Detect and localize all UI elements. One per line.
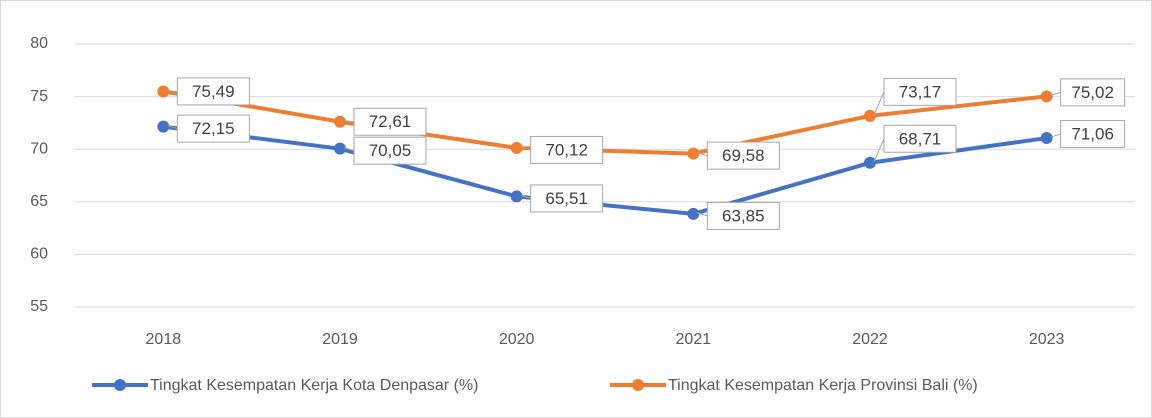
data-label: 72,15: [192, 119, 235, 138]
leader-line: [873, 91, 885, 116]
data-label-box: [883, 124, 957, 153]
leader-line: [520, 194, 531, 199]
leader-line: [343, 120, 355, 123]
data-label: 70,05: [369, 141, 412, 160]
point: [864, 109, 876, 122]
y-tick-label: 60: [30, 246, 48, 263]
leader-line: [167, 125, 178, 130]
point: [864, 156, 876, 169]
data-label: 63,85: [722, 206, 765, 225]
data-label-box: [706, 201, 780, 230]
data-label: 73,17: [899, 82, 942, 101]
x-tick-label: 2019: [322, 331, 358, 348]
leader-line: [873, 138, 885, 162]
y-tick-label: 75: [30, 88, 48, 105]
data-label-box: [530, 135, 604, 164]
data-label: 65,51: [545, 189, 588, 208]
data-label-box: [176, 77, 250, 106]
series-line: [162, 89, 1047, 156]
point: [334, 142, 346, 155]
data-label-box: [883, 77, 957, 106]
data-label-box: [706, 141, 780, 170]
legend-marker: [114, 379, 126, 391]
point: [687, 147, 700, 160]
x-tick-label: 2021: [676, 331, 712, 348]
point: [1040, 132, 1053, 145]
point: [334, 115, 346, 128]
leader-line: [520, 146, 531, 151]
data-label: 70,12: [545, 140, 588, 159]
data-label: 75,02: [1071, 83, 1114, 102]
data-label-box: [1060, 78, 1126, 107]
data-label-box: [1060, 120, 1126, 149]
x-tick-label: 2018: [146, 331, 182, 348]
data-label: 75,49: [192, 82, 235, 101]
x-tick-label: 2022: [852, 331, 888, 348]
data-label-box: [353, 107, 427, 136]
data-label-box: [530, 184, 604, 213]
point: [157, 120, 170, 133]
legend-label: Tingkat Kesempatan Kerja Kota Denpasar (…: [150, 377, 478, 394]
x-tick-label: 2023: [1029, 331, 1065, 348]
series-line: [163, 124, 1047, 216]
leader-line: [1050, 133, 1061, 138]
data-label: 68,71: [899, 129, 942, 148]
leader-line: [167, 89, 178, 92]
point: [687, 207, 700, 220]
y-tick-label: 80: [30, 35, 48, 52]
data-label: 72,61: [369, 112, 412, 131]
y-tick-label: 70: [30, 140, 48, 157]
x-tick-label: 2020: [499, 331, 535, 348]
legend-marker: [632, 379, 644, 391]
data-label-box: [353, 136, 427, 165]
y-tick-label: 65: [30, 193, 48, 210]
leader-line: [697, 212, 708, 217]
point: [1040, 90, 1053, 103]
point: [510, 190, 523, 203]
leader-line: [1050, 91, 1061, 96]
point: [157, 85, 170, 98]
data-label: 71,06: [1071, 125, 1114, 144]
data-label: 69,58: [722, 146, 765, 165]
leader-line: [343, 147, 355, 152]
y-tick-label: 55: [30, 298, 48, 315]
leader-line: [697, 152, 708, 157]
legend-label: Tingkat Kesempatan Kerja Provinsi Bali (…: [668, 377, 978, 394]
point: [510, 141, 523, 154]
data-label-box: [176, 114, 250, 143]
